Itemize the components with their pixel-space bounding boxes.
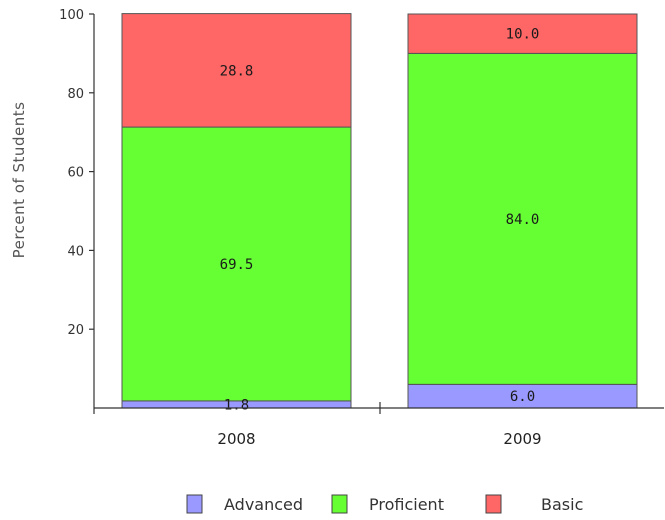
data-label-basic-2008: 28.8 bbox=[220, 63, 254, 79]
axes-layer: 2008 2009 20 40 60 80 100 bbox=[59, 8, 664, 448]
x-tick-label-2009: 2009 bbox=[503, 430, 541, 448]
data-label-basic-2009: 10.0 bbox=[506, 27, 540, 43]
bar-basic-2009 bbox=[407, 13, 638, 54]
legend-label-advanced: Advanced bbox=[224, 495, 303, 514]
data-label-proficient-2008: 69.5 bbox=[220, 257, 254, 273]
legend-swatch-proficient bbox=[331, 494, 348, 514]
y-tick-label-60: 60 bbox=[67, 166, 84, 181]
data-label-proficient-2009: 84.0 bbox=[506, 212, 540, 228]
legend-label-basic: Basic bbox=[541, 495, 583, 514]
y-axis-label: Percent of Students bbox=[10, 102, 28, 259]
legend-swatch-basic bbox=[485, 494, 502, 514]
data-labels-layer: 1.8 69.5 28.8 6.0 84.0 10.0 bbox=[220, 27, 540, 414]
y-tick-label-80: 80 bbox=[67, 87, 84, 102]
legend-swatch-advanced bbox=[186, 494, 203, 514]
y-tick-label-20: 20 bbox=[67, 323, 84, 338]
data-label-advanced-2009: 6.0 bbox=[510, 389, 535, 405]
legend-label-proficient: Proficient bbox=[369, 495, 444, 514]
legend: Advanced Proficient Basic bbox=[186, 494, 583, 514]
bar-proficient-2009 bbox=[407, 52, 638, 385]
data-label-advanced-2008: 1.8 bbox=[224, 397, 249, 413]
bar-basic-2008 bbox=[121, 13, 352, 128]
bar-proficient-2008 bbox=[121, 126, 352, 402]
x-tick-label-2008: 2008 bbox=[217, 430, 255, 448]
y-tick-label-40: 40 bbox=[67, 244, 84, 259]
bars-layer bbox=[121, 13, 638, 409]
y-tick-label-100: 100 bbox=[59, 8, 84, 23]
